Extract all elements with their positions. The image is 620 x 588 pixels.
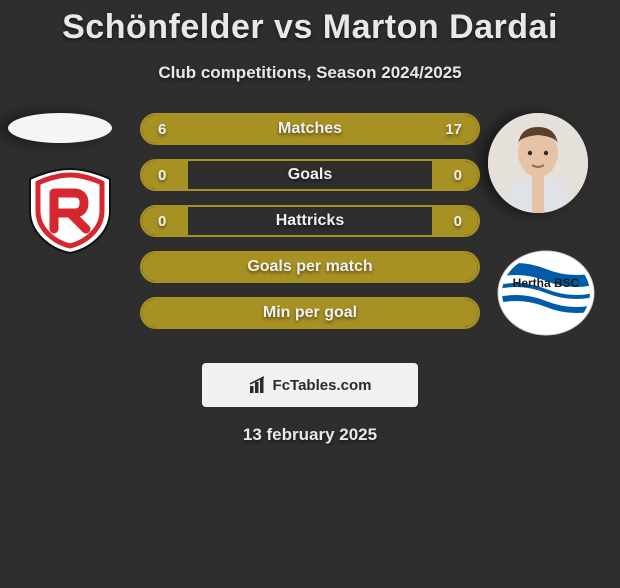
comparison-chart: Hertha BSC Matches617Goals00Hattricks00G… bbox=[0, 113, 620, 353]
club-right-badge: Hertha BSC bbox=[496, 249, 596, 337]
bar-value-right: 0 bbox=[454, 161, 462, 189]
bar-value-left: 6 bbox=[158, 115, 166, 143]
date-text: 13 february 2025 bbox=[0, 425, 620, 445]
watermark-box: FcTables.com bbox=[202, 363, 418, 407]
bar-label: Matches bbox=[142, 115, 478, 143]
bar-row: Min per goal bbox=[140, 297, 480, 329]
svg-text:Hertha BSC: Hertha BSC bbox=[513, 276, 580, 290]
watermark-text: FcTables.com bbox=[273, 377, 372, 394]
player-portrait-icon bbox=[488, 113, 588, 213]
bar-value-right: 17 bbox=[445, 115, 462, 143]
player-right-avatar bbox=[488, 113, 588, 213]
bar-value-right: 0 bbox=[454, 207, 462, 235]
player-left-avatar bbox=[8, 113, 112, 143]
page-title: Schönfelder vs Marton Dardai bbox=[0, 8, 620, 47]
bar-row: Goals0 0 bbox=[140, 159, 480, 191]
bar-chart-icon bbox=[249, 376, 267, 394]
bar-row: Hattricks0 0 bbox=[140, 205, 480, 237]
bar-row: Goals per match bbox=[140, 251, 480, 283]
subtitle: Club competitions, Season 2024/2025 bbox=[0, 63, 620, 83]
bar-value-left: 0 bbox=[158, 207, 166, 235]
bar-value-left: 0 bbox=[158, 161, 166, 189]
bar-row: Matches6 17 bbox=[140, 113, 480, 145]
bar-list: Matches617Goals00Hattricks00Goals per ma… bbox=[140, 113, 480, 343]
bar-label: Goals bbox=[142, 161, 478, 189]
bar-label: Goals per match bbox=[142, 253, 478, 281]
club-left-badge bbox=[20, 167, 120, 255]
hertha-bsc-icon: Hertha BSC bbox=[496, 249, 596, 337]
jahn-regensburg-icon bbox=[20, 167, 120, 255]
bar-label: Hattricks bbox=[142, 207, 478, 235]
bar-label: Min per goal bbox=[142, 299, 478, 327]
